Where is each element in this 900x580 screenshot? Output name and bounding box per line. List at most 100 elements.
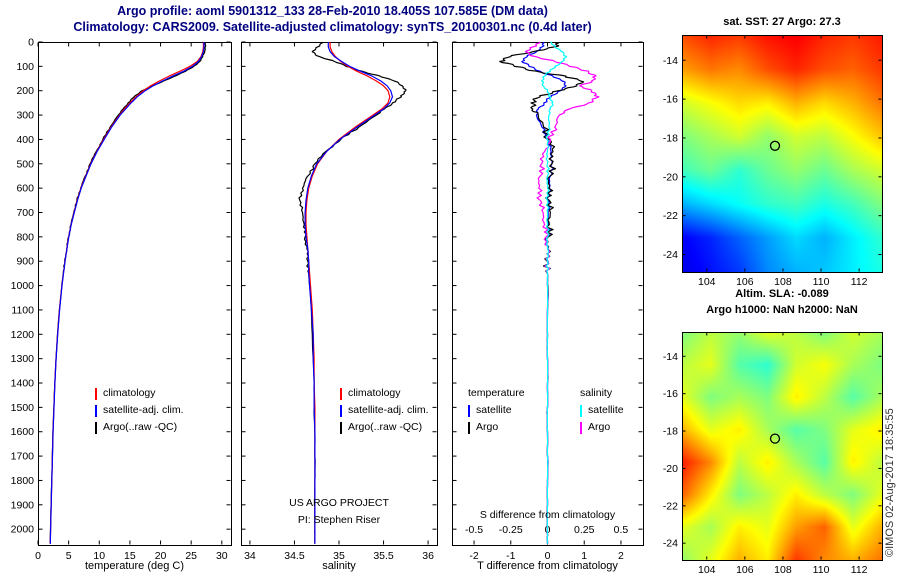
map-y-tick-label: -22	[663, 500, 678, 512]
map-x-tick-label: 104	[698, 564, 716, 576]
series-t-argo	[499, 42, 585, 544]
legend-item: Argo(..raw -QC)	[340, 419, 429, 436]
y-tick-label: 1600	[11, 426, 35, 438]
sdiff-tick-label: -0.5	[465, 524, 483, 536]
x-tick-label: 30	[216, 550, 228, 562]
y-tick-label: 100	[16, 61, 34, 73]
x-tick-label: 20	[155, 550, 167, 562]
temperature-axis-label: temperature (deg C)	[84, 560, 185, 572]
y-tick-label: 800	[16, 231, 34, 243]
legend-label: satellite	[588, 404, 624, 416]
map-x-tick-label: 106	[736, 564, 754, 576]
legend-label: satellite-adj. clim.	[103, 404, 184, 416]
legend-marker	[95, 421, 97, 434]
float-position-marker	[769, 433, 781, 444]
axes-box	[241, 42, 438, 546]
series-climatology	[49, 42, 204, 544]
legend-marker	[580, 404, 582, 417]
map-y-tick-label: -24	[663, 249, 678, 261]
tdiff-tick-label: 0	[545, 550, 551, 562]
map-x-tick-label: 108	[774, 564, 792, 576]
sst-map-title: sat. SST: 27 Argo: 27.3	[723, 16, 841, 28]
map-x-tick-label: 104	[698, 276, 716, 288]
tdiff-tick-label: 2	[618, 550, 624, 562]
x-tick-label: 34.5	[284, 550, 305, 562]
x-tick-label: 34	[244, 550, 256, 562]
tdiff-tick-label: -2	[469, 550, 478, 562]
y-tick-label: 600	[16, 183, 34, 195]
map-y-tick-label: -14	[663, 55, 678, 67]
map-y-tick-label: -18	[663, 426, 678, 438]
figure-title-line1: Argo profile: aoml 5901312_133 28-Feb-20…	[117, 4, 548, 18]
tdiff-tick-label: -1	[506, 550, 515, 562]
series-argo-raw-qc-	[49, 41, 207, 544]
map-y-tick-label: -24	[663, 538, 678, 550]
tdiff-axis-label: T difference from climatology	[477, 560, 618, 572]
y-tick-label: 1000	[11, 280, 35, 292]
legend-label: Argo(..raw -QC)	[103, 421, 178, 433]
legend-header: temperature	[468, 387, 525, 399]
legend-item: satellite-adj. clim.	[95, 402, 184, 419]
legend-item: Argo	[580, 419, 624, 436]
x-tick-label: 25	[185, 550, 197, 562]
y-tick-label: 400	[16, 134, 34, 146]
map-y-tick-label: -18	[663, 132, 678, 144]
x-tick-label: 15	[124, 550, 136, 562]
temperature-legend: climatology satellite-adj. clim. Argo(..ra…	[95, 385, 184, 436]
sla-heatmap	[682, 332, 882, 560]
series-s-satellite	[541, 41, 568, 544]
float-position-marker	[769, 140, 781, 151]
legend-marker	[468, 404, 470, 417]
map-y-tick-label: -14	[663, 351, 678, 363]
legend-marker	[95, 404, 97, 417]
map-x-tick-label: 112	[851, 564, 868, 576]
imos-credit: ©IMOS 02-Aug-2017 18:35:55	[884, 408, 896, 557]
map-x-tick-label: 106	[736, 276, 754, 288]
x-tick-label: 5	[66, 550, 72, 562]
y-tick-label: 0	[28, 37, 34, 49]
legend-marker	[580, 421, 582, 434]
legend-label: satellite	[476, 404, 512, 416]
axes-box	[38, 42, 232, 546]
legend-marker	[340, 404, 342, 417]
y-tick-label: 1500	[11, 402, 35, 414]
y-tick-label: 1900	[11, 499, 35, 511]
salinity-legend: climatology satellite-adj. clim. Argo(..ra…	[340, 385, 429, 436]
legend-marker	[95, 387, 97, 400]
tdiff-tick-label: 1	[581, 550, 587, 562]
series-satellite-adj-clim-	[304, 42, 394, 544]
legend-label: Argo	[588, 421, 611, 433]
legend-label: climatology	[348, 387, 401, 399]
diff-salinity-legend: salinity satellite Argo	[580, 385, 624, 436]
map-y-tick-label: -16	[663, 388, 678, 400]
legend-item: climatology	[340, 385, 429, 402]
sdiff-tick-label: 0.5	[614, 524, 629, 536]
y-tick-label: 1700	[11, 451, 35, 463]
map-x-tick-label: 112	[851, 276, 868, 288]
series-t-satellite	[521, 42, 567, 544]
diff-temperature-legend: temperature satellite Argo	[468, 385, 525, 436]
legend-header: salinity	[580, 387, 613, 399]
axes-box	[682, 332, 883, 561]
y-tick-label: 1400	[11, 378, 35, 390]
series-climatology	[305, 42, 391, 544]
map-x-tick-label: 108	[774, 276, 792, 288]
x-tick-label: 36	[422, 550, 434, 562]
legend-label: Argo	[476, 421, 499, 433]
y-tick-label: 300	[16, 110, 34, 122]
legend-marker	[340, 387, 342, 400]
y-tick-label: 1800	[11, 475, 35, 487]
x-tick-label: 10	[93, 550, 105, 562]
x-tick-label: 0	[35, 550, 41, 562]
sla-map-title-line1: Altim. SLA: -0.089	[735, 288, 829, 300]
legend-label: climatology	[103, 387, 156, 399]
salinity-axis-label: salinity	[322, 560, 356, 572]
x-tick-label: 35.5	[373, 550, 394, 562]
legend-marker	[468, 421, 470, 434]
y-tick-label: 200	[16, 85, 34, 97]
axes-box	[682, 35, 883, 273]
map-x-tick-label: 110	[813, 564, 830, 576]
legend-label: satellite-adj. clim.	[348, 404, 429, 416]
